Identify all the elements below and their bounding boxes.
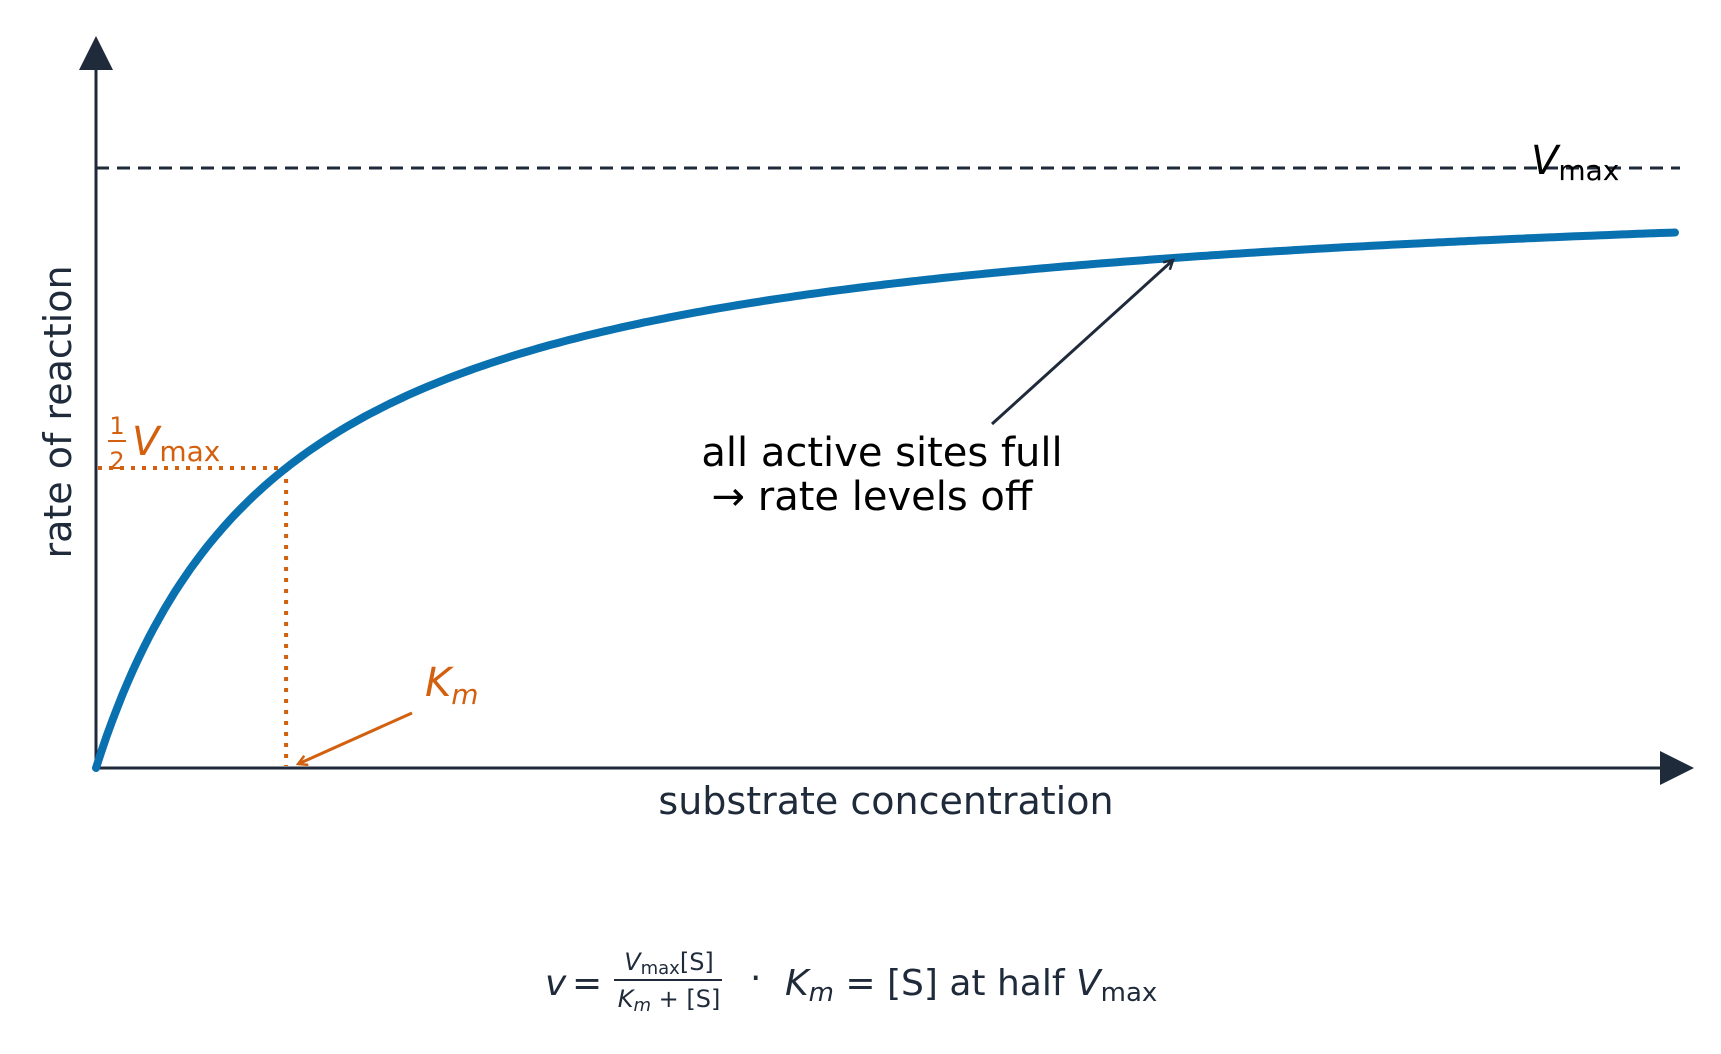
half-vmax-symbol: V (132, 419, 162, 465)
formula-lhs: v (545, 963, 567, 1004)
formula-denominator: Km + [S] (618, 985, 721, 1016)
saturation-annotation-arrow (990, 260, 1173, 426)
michaelis-menten-formula: v = Vmax[S] Km + [S] · Km = [S] at half … (545, 948, 1157, 1016)
half-frac-den: 2 (109, 447, 124, 475)
km-label-symbol: K (425, 660, 454, 706)
formula-separator: · (750, 958, 761, 999)
formula-eq: = (572, 963, 602, 1004)
km-arrow (298, 711, 413, 764)
formula-numerator: Vmax[S] (624, 948, 714, 979)
annotation-line-2: → rate levels off (712, 474, 1034, 520)
km-label: Km (425, 660, 479, 711)
half-vmax-label: 1 2 Vmax (108, 412, 220, 475)
y-axis-arrowhead (79, 36, 113, 70)
x-axis-label: substrate concentration (658, 779, 1113, 823)
vmax-label-sub: max (1558, 154, 1619, 187)
vmax-label: Vmax (1531, 138, 1619, 187)
half-vmax-sub: max (159, 435, 220, 468)
y-axis-label: rate of reaction (36, 265, 80, 558)
vmax-label-symbol: V (1531, 138, 1561, 184)
x-axis-arrowhead (1660, 751, 1694, 785)
svg-text:Vmax: Vmax (132, 419, 220, 468)
annotation-line-1: all active sites full (701, 430, 1062, 476)
km-label-sub: m (451, 678, 478, 711)
rate-curve (92, 228, 1679, 772)
formula-rhs: Km = [S] at half Vmax (785, 963, 1157, 1008)
half-frac-num: 1 (109, 412, 124, 440)
